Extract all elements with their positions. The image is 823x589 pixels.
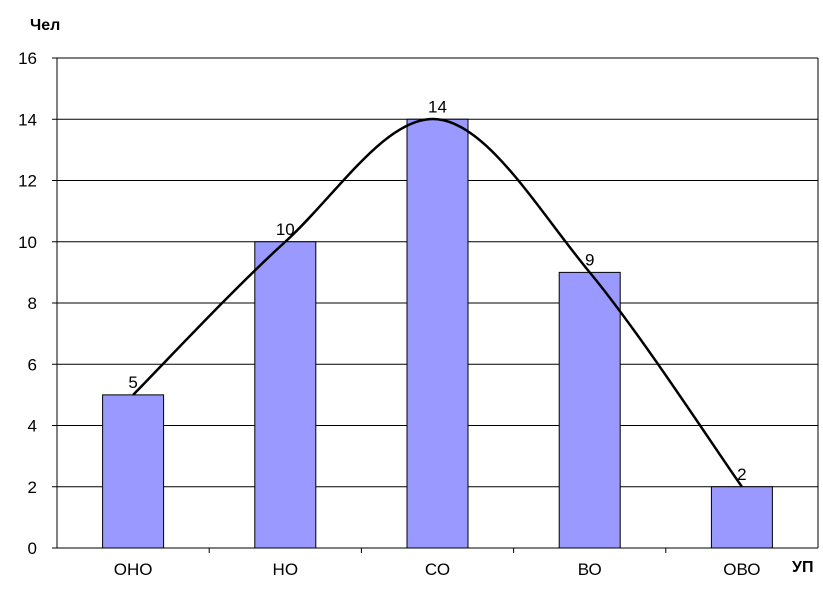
- data-label: 9: [585, 250, 594, 269]
- y-tick-label: 4: [28, 417, 37, 436]
- x-tick-label: ОНО: [114, 560, 153, 579]
- bar: [406, 118, 469, 549]
- data-label: 5: [128, 373, 137, 392]
- data-label: 2: [737, 465, 746, 484]
- bar: [710, 486, 773, 549]
- y-tick-label: 12: [18, 172, 37, 191]
- x-tick-label: НО: [273, 560, 299, 579]
- trend-curve-group: [132, 117, 743, 488]
- x-tick-label: ОВО: [723, 560, 760, 579]
- bar: [254, 241, 317, 549]
- y-tick-label: 10: [18, 233, 37, 252]
- y-axis-title: Чел: [30, 17, 60, 34]
- y-tick-label: 0: [28, 539, 37, 558]
- x-axis-title: УП: [792, 559, 813, 576]
- data-label: 10: [276, 220, 295, 239]
- y-tick-label: 2: [28, 478, 37, 497]
- axes: 0 2 4 6 8 10 12 14 16 ОНО НО СО ВО ОВО: [18, 49, 819, 579]
- trend-curve: [132, 117, 743, 488]
- y-tick-label: 8: [28, 294, 37, 313]
- bar: [558, 271, 621, 549]
- y-tick-label: 6: [28, 355, 37, 374]
- y-tick-label: 16: [18, 49, 37, 68]
- y-tick-label: 14: [18, 110, 37, 129]
- data-labels: 5 10 14 9 2: [128, 97, 746, 484]
- x-tick-label: ВО: [578, 560, 602, 579]
- x-tick-label: СО: [425, 560, 450, 579]
- data-label: 14: [428, 97, 447, 116]
- bars: [102, 118, 773, 549]
- bar: [102, 394, 165, 549]
